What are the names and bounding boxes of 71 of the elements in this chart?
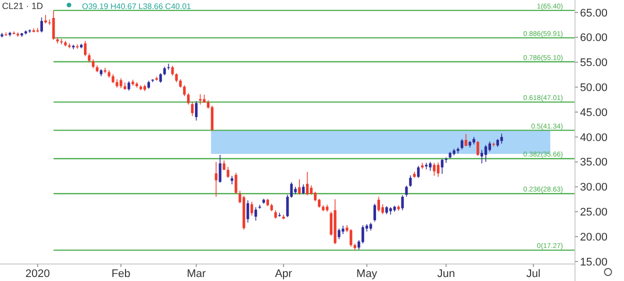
x-tick-label: Jun [437, 268, 455, 280]
y-tick-label: 30.00 [580, 182, 608, 194]
candlestick [401, 194, 404, 211]
candlestick [286, 194, 289, 218]
chart-title: CL21 · 1D [2, 1, 44, 11]
candlestick [60, 38, 63, 45]
candlestick [338, 228, 340, 240]
chart-subtitle: O39.19 H40.67 L38.66 C40.01 [82, 2, 192, 11]
candlestick [500, 133, 503, 144]
candlestick [488, 141, 492, 152]
candlestick [250, 201, 254, 216]
candlestick [377, 196, 380, 212]
candlestick [171, 65, 174, 76]
candlestick [373, 203, 376, 222]
x-tick-label: May [356, 268, 378, 280]
x-tick-label: Feb [111, 268, 130, 280]
y-tick-label: 45.00 [580, 106, 608, 119]
candlestick [417, 165, 420, 178]
candlestick [191, 102, 194, 116]
candlestick [432, 162, 436, 176]
candlestick [246, 200, 250, 224]
y-tick-label: 50.00 [580, 82, 608, 94]
candlestick [302, 184, 305, 195]
candlestick [436, 162, 440, 178]
candlestick [167, 63, 170, 70]
y-tick-label: 55.00 [580, 57, 608, 70]
y-tick-label: 20.00 [580, 231, 608, 244]
candlestick [476, 140, 480, 156]
candlestick [464, 134, 468, 146]
y-tick-label: 40.00 [580, 132, 608, 144]
candlestick [120, 78, 122, 89]
candlestick [405, 185, 408, 198]
candlestick [381, 204, 384, 215]
candlestick [159, 72, 162, 84]
candlestick [409, 174, 412, 188]
y-tick-label: 15.00 [580, 256, 608, 268]
candlestick [306, 171, 309, 196]
candlestick [484, 144, 488, 162]
candlestick [198, 94, 202, 106]
candlestick [444, 157, 448, 164]
candlestick [183, 84, 186, 97]
y-tick-label: 65.00 [580, 7, 608, 20]
y-tick-label: 35.00 [580, 156, 608, 169]
candlestick [226, 166, 230, 178]
x-tick-label: Apr [274, 268, 292, 280]
candlestick [128, 80, 130, 92]
candlestick [218, 154, 222, 184]
candlestick [40, 17, 43, 33]
candlestick [460, 138, 464, 150]
candlestick [234, 172, 238, 194]
candlestick [298, 178, 301, 196]
candlestick [84, 40, 87, 57]
candlestick [480, 150, 484, 164]
candlestick [194, 100, 198, 121]
candlestick [362, 224, 364, 244]
candlestick [440, 158, 444, 174]
candlestick [187, 92, 190, 106]
candlestick [350, 228, 352, 247]
x-tick-label: Mar [186, 268, 206, 280]
candlestick [214, 161, 218, 198]
candlestick [290, 182, 293, 198]
candlestick [254, 206, 258, 222]
candlestick [278, 212, 281, 218]
candlestick [222, 160, 226, 170]
candlestick [210, 105, 214, 131]
y-tick-label: 25.00 [580, 206, 608, 219]
candlestick [44, 14, 47, 24]
y-tick-label: 60.00 [580, 32, 608, 44]
candlestick [52, 10, 55, 40]
x-tick-label: Jul [526, 268, 540, 280]
x-tick-label: 2020 [25, 268, 50, 280]
